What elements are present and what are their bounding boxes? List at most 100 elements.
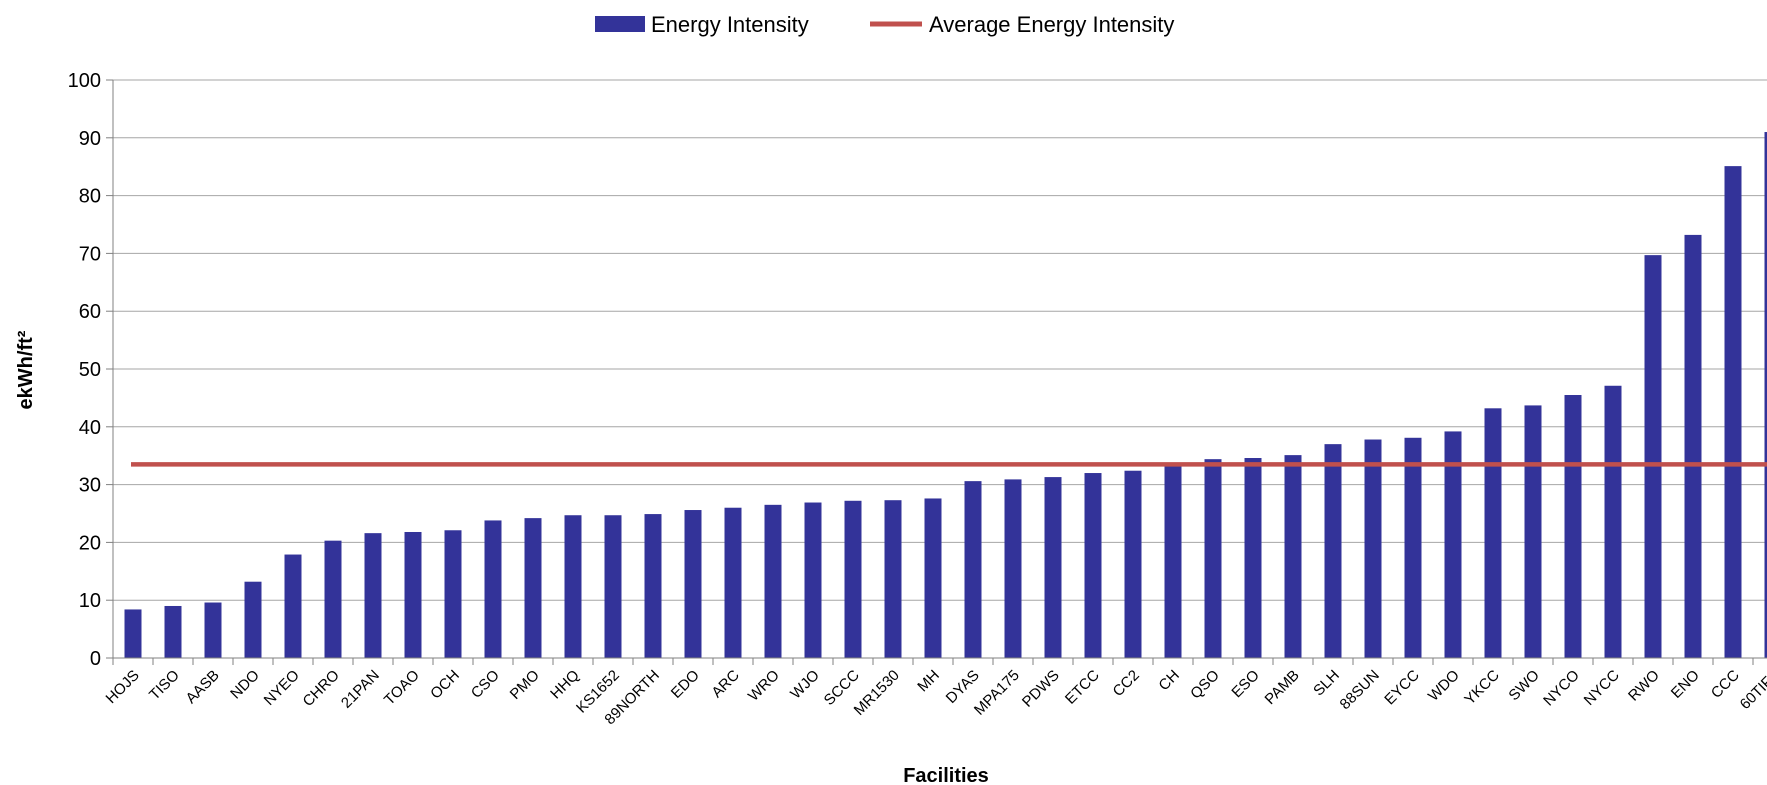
x-tick-label: MPA175 — [971, 667, 1023, 719]
y-tick-label: 100 — [68, 70, 101, 92]
bar-eycc — [1404, 437, 1422, 658]
x-tick-label: PDWS — [1019, 667, 1063, 711]
x-tick-label: TISO — [146, 667, 183, 704]
bar-mr1530 — [884, 500, 902, 658]
bar-qso — [1204, 459, 1222, 658]
y-tick-label: 70 — [79, 243, 101, 265]
x-tick-label: YKCC — [1461, 667, 1503, 709]
x-tick-label: QSO — [1187, 667, 1223, 703]
legend-label-energy-intensity: Energy Intensity — [651, 12, 809, 37]
x-tick-label: CH — [1155, 667, 1182, 694]
x-axis-title: Facilities — [903, 765, 989, 785]
y-axis-title: ekWh/ft² — [15, 330, 37, 409]
legend: Energy Intensity Average Energy Intensit… — [595, 12, 1174, 37]
x-tick-label: ETCC — [1062, 667, 1103, 708]
y-tick-label: 0 — [90, 648, 101, 670]
bar-pdws — [1044, 477, 1062, 658]
bar-mpa175 — [1004, 479, 1022, 658]
bar-wdo — [1444, 431, 1462, 658]
gridlines — [106, 79, 1767, 659]
bar-edo — [684, 510, 702, 658]
x-tick-label: WDO — [1425, 667, 1463, 705]
bar-chro — [324, 540, 342, 658]
bar-slh — [1324, 444, 1342, 658]
bar-dyas — [964, 481, 982, 658]
x-tick-label: OCH — [427, 667, 463, 703]
x-tick-label: SLH — [1310, 667, 1343, 700]
x-tick-label: 88SUN — [1337, 667, 1383, 713]
bar-ndo — [244, 581, 262, 658]
bar-21pan — [364, 533, 382, 658]
bar-88sun — [1364, 439, 1382, 658]
x-tick-label: NYCO — [1540, 667, 1583, 710]
bar-swo — [1524, 405, 1542, 658]
x-tick-label: NDO — [227, 667, 263, 703]
axes — [106, 80, 1767, 665]
y-tick-label: 40 — [79, 417, 101, 439]
x-tick-label: PMO — [507, 667, 543, 703]
bar-och — [444, 530, 462, 658]
y-tick-label: 30 — [79, 475, 101, 497]
x-tick-label: PAMB — [1262, 667, 1303, 708]
y-tick-label: 60 — [79, 301, 101, 323]
x-tick-label: CSO — [468, 667, 503, 702]
bar-eso — [1244, 458, 1262, 658]
y-tick-label: 20 — [79, 532, 101, 554]
y-tick-labels: 0 10 20 30 40 50 60 70 80 90 100 — [68, 70, 101, 670]
bar-pmo — [524, 518, 542, 658]
x-tick-label: 60TIFF — [1737, 667, 1767, 713]
x-tick-label: CCC — [1708, 667, 1743, 702]
bar-ks1652 — [604, 515, 622, 658]
x-tick-label: TOAO — [381, 667, 423, 709]
bar-toao — [404, 531, 422, 658]
bar-wro — [764, 504, 782, 658]
bar-eno — [1684, 234, 1702, 659]
legend-label-average-energy-intensity: Average Energy Intensity — [929, 12, 1174, 37]
y-tick-label: 10 — [79, 590, 101, 612]
bar-nyco — [1564, 395, 1582, 658]
bar-cc2 — [1124, 470, 1142, 658]
bar-nycc — [1604, 385, 1622, 658]
x-tick-label: HHQ — [547, 667, 583, 703]
x-tick-label: EYCC — [1381, 667, 1423, 709]
legend-swatch-energy-intensity — [595, 16, 645, 32]
bar-mh — [924, 498, 942, 658]
x-tick-label: 21PAN — [338, 667, 383, 712]
x-tick-label: EDO — [668, 667, 703, 702]
bar-tiso — [164, 605, 182, 658]
bar-ykcc — [1484, 408, 1502, 658]
x-tick-label: NYEO — [261, 667, 303, 709]
x-tick-label: ENO — [1668, 667, 1703, 702]
bar-89north — [644, 514, 662, 658]
x-tick-label: NYCC — [1581, 667, 1623, 709]
bar-nyeo — [284, 554, 302, 658]
y-tick-label: 90 — [79, 128, 101, 150]
x-tick-label: AASB — [183, 667, 223, 707]
bar-60tiff — [1764, 132, 1767, 658]
x-tick-label: ARC — [708, 667, 743, 702]
bar-cso — [484, 520, 502, 658]
bar-ccc — [1724, 166, 1742, 658]
bar-sccc — [844, 500, 862, 658]
x-tick-label: MH — [914, 667, 943, 696]
x-tick-label: WRO — [745, 667, 783, 705]
bar-rwo — [1644, 255, 1662, 658]
x-tick-label: WJO — [787, 667, 823, 703]
bars — [124, 132, 1767, 659]
bar-hojs — [124, 609, 142, 658]
bar-arc — [724, 507, 742, 658]
x-tick-label: RWO — [1625, 667, 1663, 705]
bar-aasb — [204, 602, 222, 658]
bar-hhq — [564, 515, 582, 658]
bar-etcc — [1084, 473, 1102, 658]
bar-ch — [1164, 466, 1182, 658]
bar-pamb — [1284, 455, 1302, 658]
x-tick-label: ESO — [1228, 667, 1262, 701]
x-tick-label: HOJS — [103, 667, 143, 707]
y-tick-label: 80 — [79, 186, 101, 208]
bar-wjo — [804, 502, 822, 658]
x-tick-label: CC2 — [1110, 667, 1143, 700]
y-tick-label: 50 — [79, 359, 101, 381]
